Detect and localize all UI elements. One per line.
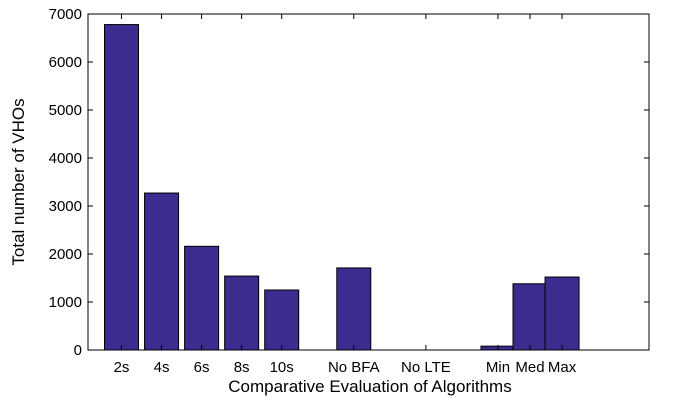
bar-10s bbox=[264, 289, 300, 351]
x-tick-label: No LTE bbox=[401, 359, 451, 376]
x-tick-label: 4s bbox=[154, 359, 170, 376]
y-tick-label: 1000 bbox=[49, 294, 82, 311]
x-tick-label: 2s bbox=[114, 359, 130, 376]
y-tick-label: 2000 bbox=[49, 246, 82, 263]
bar-no-bfa bbox=[336, 267, 372, 351]
y-tick-label: 3000 bbox=[49, 198, 82, 215]
x-axis-ticks: 2s 4s 6s 8s 10s No BFA No LTE Min Med Max bbox=[114, 14, 577, 376]
x-tick-label: 6s bbox=[194, 359, 210, 376]
y-tick-label: 7000 bbox=[49, 6, 82, 23]
x-tick-label: Max bbox=[548, 359, 577, 376]
bars bbox=[104, 24, 580, 351]
bar-2s bbox=[104, 24, 139, 351]
bar-med bbox=[512, 283, 548, 351]
x-tick-label: 8s bbox=[234, 359, 250, 376]
bar-6s bbox=[184, 245, 220, 351]
bar-8s bbox=[224, 275, 260, 351]
y-tick-label: 6000 bbox=[49, 54, 82, 71]
y-tick-label: 4000 bbox=[49, 150, 82, 167]
y-tick-label: 0 bbox=[74, 342, 82, 359]
y-axis-label: Total number of VHOs bbox=[9, 98, 28, 265]
y-axis-ticks: 0 1000 2000 3000 4000 5000 6000 7000 bbox=[49, 6, 649, 359]
bar-4s bbox=[144, 192, 180, 351]
x-tick-label: Min bbox=[486, 359, 510, 376]
x-axis-label: Comparative Evaluation of Algorithms bbox=[228, 377, 511, 396]
y-tick-label: 5000 bbox=[49, 102, 82, 119]
x-tick-label: 10s bbox=[270, 359, 294, 376]
bar-max bbox=[544, 276, 580, 351]
x-tick-label: Med bbox=[515, 359, 544, 376]
x-tick-label: No BFA bbox=[328, 359, 380, 376]
